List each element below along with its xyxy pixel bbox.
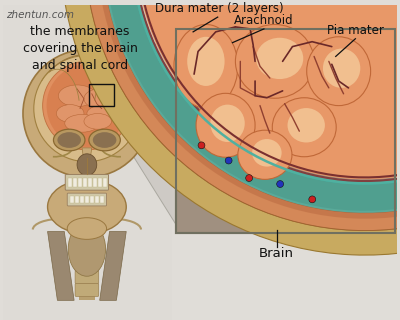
Wedge shape [103,0,400,213]
Bar [78,178,82,187]
Circle shape [309,196,316,203]
Ellipse shape [236,24,314,98]
Ellipse shape [58,132,81,148]
Ellipse shape [252,139,282,167]
Bar [75,196,79,203]
Text: Brain: Brain [259,247,294,260]
Ellipse shape [93,132,116,148]
Polygon shape [100,231,126,300]
Wedge shape [105,0,400,211]
Ellipse shape [307,37,371,106]
Circle shape [225,157,232,164]
Ellipse shape [58,85,96,107]
Bar [98,178,102,187]
Wedge shape [136,0,400,180]
Bar [68,178,72,187]
Bar [176,29,395,234]
Bar [90,196,94,203]
Ellipse shape [238,130,292,180]
Ellipse shape [210,105,245,142]
FancyBboxPatch shape [75,232,99,245]
Polygon shape [82,148,92,161]
Bar [103,178,106,187]
Bar [73,178,77,187]
Text: Dura mater (2 layers): Dura mater (2 layers) [155,2,284,15]
Ellipse shape [84,89,116,108]
Ellipse shape [43,61,131,150]
Polygon shape [102,25,176,224]
Ellipse shape [23,50,151,177]
FancyBboxPatch shape [75,258,99,271]
FancyBboxPatch shape [67,193,106,206]
Ellipse shape [65,115,99,132]
Ellipse shape [77,154,97,175]
Bar [88,178,92,187]
Circle shape [198,142,205,149]
FancyBboxPatch shape [65,174,108,190]
FancyBboxPatch shape [75,271,99,284]
Ellipse shape [84,114,112,129]
Bar [70,196,74,203]
Bar [3,5,172,320]
Bar [93,178,97,187]
Ellipse shape [272,98,336,157]
Circle shape [277,180,284,188]
Bar [80,196,84,203]
Ellipse shape [56,105,84,122]
Text: zhentun.com: zhentun.com [6,10,74,20]
Ellipse shape [187,37,224,86]
Bar [89,84,114,106]
Ellipse shape [87,106,116,121]
Circle shape [246,175,252,181]
Ellipse shape [54,129,85,151]
Ellipse shape [256,38,303,79]
Ellipse shape [46,64,127,147]
Ellipse shape [34,55,140,162]
Ellipse shape [174,24,238,108]
FancyBboxPatch shape [75,245,99,258]
Polygon shape [48,231,74,300]
Text: the membranes
covering the brain
and spinal cord: the membranes covering the brain and spi… [22,25,138,72]
Ellipse shape [323,49,360,88]
Text: Arachnoid: Arachnoid [234,14,294,27]
Ellipse shape [48,180,126,234]
Ellipse shape [89,129,120,151]
Wedge shape [85,0,400,230]
Wedge shape [97,0,400,219]
Bar [95,196,99,203]
Text: Pia mater: Pia mater [327,24,384,37]
Ellipse shape [288,108,325,142]
Bar [83,178,87,187]
FancyBboxPatch shape [75,284,99,296]
Ellipse shape [68,222,106,276]
Ellipse shape [67,218,106,239]
Bar [100,196,104,203]
Ellipse shape [196,93,255,157]
Bar [79,227,95,300]
Bar [85,196,89,203]
Wedge shape [60,0,400,255]
Bar [176,29,395,234]
